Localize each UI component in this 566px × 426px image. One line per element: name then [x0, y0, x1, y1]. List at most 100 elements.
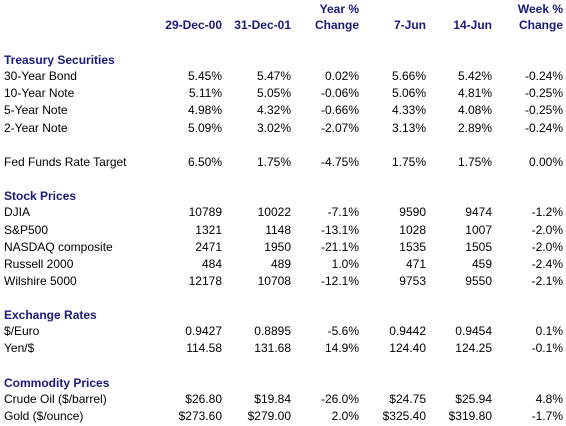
row-label: 10-Year Note [4, 86, 75, 100]
row-value: $24.75 [389, 392, 426, 406]
row-value: 131.68 [254, 341, 291, 355]
row-value: 0.9442 [389, 324, 426, 338]
row-value: 1.75% [391, 155, 426, 169]
row-value: -0.24% [524, 69, 563, 83]
row-value: 484 [201, 257, 222, 271]
column-header-line1: Week % [517, 2, 563, 16]
column-header-line2: Change [518, 18, 563, 32]
row-value: $325.40 [382, 409, 426, 423]
row-value: $319.80 [448, 409, 492, 423]
row-value: -26.0% [320, 392, 359, 406]
row-value: 1535 [399, 240, 426, 254]
row-value: $25.94 [455, 392, 492, 406]
row-value: -0.25% [524, 103, 563, 117]
row-value: 0.02% [324, 69, 359, 83]
row-value: 4.33% [391, 103, 426, 117]
column-header-line2: 31-Dec-01 [234, 18, 291, 32]
row-value: 1950 [264, 240, 291, 254]
row-label: $/Euro [4, 324, 40, 338]
section-title: Exchange Rates [4, 308, 97, 322]
row-value: 1028 [399, 223, 426, 237]
row-value: -2.07% [320, 121, 359, 135]
row-value: 5.05% [256, 86, 291, 100]
row-value: 471 [405, 257, 426, 271]
column-header-line2: 7-Jun [393, 18, 426, 32]
row-value: 489 [270, 257, 291, 271]
row-value: 2471 [195, 240, 222, 254]
row-label: Gold ($/ounce) [4, 409, 84, 423]
row-value: 4.32% [256, 103, 291, 117]
row-value: -2.0% [531, 240, 563, 254]
row-value: 14.9% [324, 341, 359, 355]
row-value: 9550 [465, 274, 492, 288]
section-title: Commodity Prices [4, 376, 110, 390]
row-value: 0.00% [528, 155, 563, 169]
section-title: Stock Prices [4, 189, 77, 203]
row-value: -7.1% [327, 205, 359, 219]
row-value: 1.75% [457, 155, 492, 169]
row-value: 0.8895 [254, 324, 291, 338]
row-value: $19.84 [254, 392, 291, 406]
row-value: 1505 [465, 240, 492, 254]
row-value: -2.0% [531, 223, 563, 237]
row-value: 10708 [257, 274, 291, 288]
row-value: 1321 [195, 223, 222, 237]
row-value: 1148 [265, 223, 291, 237]
row-value: 2.0% [331, 409, 359, 423]
row-value: -1.7% [531, 409, 563, 423]
row-value: -0.24% [524, 121, 563, 135]
row-value: 5.45% [187, 69, 222, 83]
row-value: -1.2% [531, 205, 563, 219]
row-value: 124.40 [389, 341, 426, 355]
row-value: 5.09% [187, 121, 222, 135]
row-value: 4.81% [457, 86, 492, 100]
column-header-line1: Year % [319, 2, 359, 16]
row-value: 4.98% [187, 103, 222, 117]
row-label: Yen/$ [4, 341, 35, 355]
row-value: 5.47% [256, 69, 291, 83]
row-value: -4.75% [320, 155, 359, 169]
row-label: Fed Funds Rate Target [4, 155, 127, 169]
row-value: 10022 [257, 205, 291, 219]
row-value: $273.60 [178, 409, 222, 423]
row-label: Wilshire 5000 [4, 274, 77, 288]
row-value: $26.80 [185, 392, 222, 406]
row-value: -0.25% [524, 86, 563, 100]
row-value: 4.8% [535, 392, 563, 406]
row-label: 5-Year Note [4, 103, 68, 117]
column-header-line2: Change [314, 18, 359, 32]
row-label: 30-Year Bond [4, 69, 77, 83]
row-value: -21.1% [320, 240, 359, 254]
row-label: 2-Year Note [4, 121, 68, 135]
row-value: 10789 [188, 205, 222, 219]
row-value: 0.9454 [455, 324, 492, 338]
row-label: Russell 2000 [4, 257, 74, 271]
row-label: DJIA [4, 205, 31, 219]
row-value: 6.50% [187, 155, 222, 169]
row-value: 114.58 [186, 341, 222, 355]
row-value: 0.1% [535, 324, 563, 338]
row-value: 1007 [465, 223, 492, 237]
column-header-line2: 14-Jun [453, 18, 492, 32]
row-label: Crude Oil ($/barrel) [4, 392, 107, 406]
row-value: 3.02% [256, 121, 291, 135]
row-value: -13.1% [320, 223, 359, 237]
row-value: 4.08% [457, 103, 492, 117]
row-value: 9474 [465, 205, 492, 219]
row-label: NASDAQ composite [4, 240, 113, 254]
row-value: 2.89% [457, 121, 492, 135]
section-title: Treasury Securities [4, 53, 115, 67]
row-value: 3.13% [391, 121, 426, 135]
row-value: 9753 [399, 274, 426, 288]
row-value: -0.06% [320, 86, 359, 100]
row-value: 5.66% [391, 69, 426, 83]
row-value: 0.9427 [185, 324, 222, 338]
row-value: 124.25 [455, 341, 492, 355]
row-value: 459 [471, 257, 492, 271]
row-value: -12.1% [320, 274, 359, 288]
row-value: -2.4% [531, 257, 563, 271]
row-value: $279.00 [247, 409, 291, 423]
row-value: -2.1% [531, 274, 563, 288]
row-value: 5.06% [391, 86, 426, 100]
row-value: -5.6% [327, 324, 359, 338]
